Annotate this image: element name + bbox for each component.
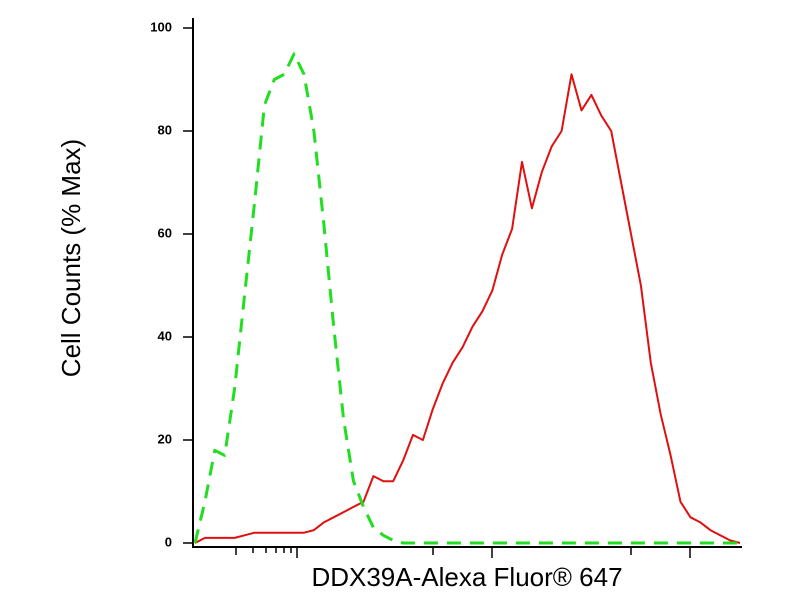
y-tick-label: 40: [158, 328, 172, 343]
y-tick-label: 80: [158, 122, 172, 137]
y-tick-label: 100: [150, 19, 172, 34]
y-tick-label: 60: [158, 225, 172, 240]
x-axis-label: DDX39A-Alexa Fluor® 647: [311, 562, 622, 592]
y-tick-label: 0: [165, 534, 172, 549]
series-line: [194, 73, 741, 544]
y-tick-label: 20: [158, 431, 172, 446]
x-ticks: [235, 547, 691, 558]
axes: [192, 18, 742, 548]
series-line: [193, 52, 740, 545]
y-axis-label: Cell Counts (% Max): [56, 139, 86, 377]
